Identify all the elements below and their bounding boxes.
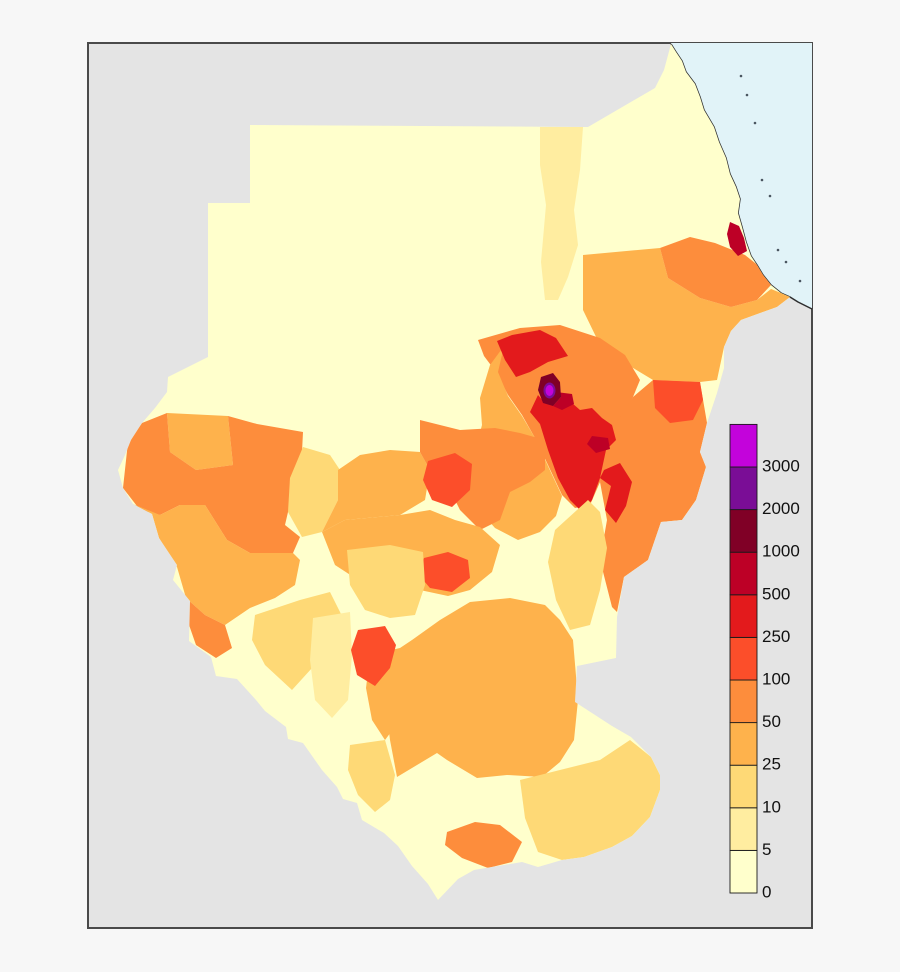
legend-swatch-c2 <box>729 764 758 809</box>
legend-label-5: 5 <box>762 840 771 859</box>
legend-swatch-c10 <box>729 423 758 468</box>
region-darfur-main-orange <box>123 413 307 553</box>
legend-swatch-c7 <box>729 551 758 596</box>
legend-label-50: 50 <box>762 712 781 731</box>
region-sw-red-orange-blob <box>351 626 396 686</box>
region-central-darfur-wedge <box>288 447 340 537</box>
region-kordofan-west-band <box>322 450 430 532</box>
region-far-south-yellow <box>348 740 395 812</box>
region-khartoum-se-dark-red <box>553 392 574 410</box>
region-khartoum-city-dot <box>545 385 554 396</box>
legend-swatch-c0 <box>729 849 758 894</box>
legend-label-2000: 2000 <box>762 499 800 518</box>
legend-label-1000: 1000 <box>762 542 800 561</box>
region-kassala-gedaref-strip <box>600 380 707 612</box>
region-wad-madani-dot <box>587 436 610 453</box>
region-gezira-red-region <box>530 395 616 512</box>
island-dot-2 <box>760 178 764 182</box>
legend-label-3000: 3000 <box>762 456 800 475</box>
district-regions <box>123 127 790 868</box>
legend-label-250: 250 <box>762 627 790 646</box>
region-south-bottom-blob <box>445 822 522 868</box>
region-south-kordofan-blob <box>418 552 470 592</box>
region-kassala-city-area <box>653 380 703 423</box>
island-dot-0 <box>745 93 749 97</box>
legend-label-500: 500 <box>762 584 790 603</box>
island-dot-3 <box>768 194 772 198</box>
region-coastal-hinterland <box>660 237 771 307</box>
legend-label-10: 10 <box>762 797 781 816</box>
legend-swatch-c8 <box>729 509 758 553</box>
region-port-sudan <box>727 222 747 256</box>
region-darfur-nw-strip <box>167 413 233 470</box>
region-el-obeid-blob <box>423 453 472 507</box>
legend-label-100: 100 <box>762 669 790 688</box>
region-pale-column-south <box>310 612 352 718</box>
legend-label-0: 0 <box>762 882 771 901</box>
legend-swatch-c1 <box>729 807 758 851</box>
legend-swatch-c6 <box>729 594 758 638</box>
red-sea-area <box>671 43 812 309</box>
region-south-central-orange <box>385 598 578 778</box>
region-gedaref-red-tongue <box>600 463 632 523</box>
island-dot-5 <box>784 260 788 264</box>
legend: 0 5 10 25 50 100 250 500 1000 2000 3000 <box>729 423 800 901</box>
region-nile-valley-strip <box>540 127 583 300</box>
region-north-kordofan-orange <box>420 420 545 530</box>
legend-swatch-c9 <box>729 466 758 511</box>
island-dot-1 <box>753 121 757 125</box>
island-dot-4 <box>776 248 780 252</box>
legend-swatch-c5 <box>729 636 758 681</box>
region-red-sea-south-band <box>583 248 790 382</box>
region-mid-yellow-patch <box>347 545 425 618</box>
region-sennar-band <box>548 500 607 630</box>
legend-swatch-c4 <box>729 679 758 724</box>
island-dot-6 <box>798 279 802 283</box>
region-se-blue-nile-yellow <box>520 740 660 860</box>
island-dot-7 <box>739 74 743 78</box>
region-south-darfur-tip <box>186 598 232 658</box>
region-south-darfur-band <box>133 504 300 625</box>
region-sw-yellow-patch <box>252 592 345 690</box>
region-khartoum-red-band <box>497 330 568 377</box>
legend-swatch-c3 <box>729 722 758 766</box>
legend-label-25: 25 <box>762 755 781 774</box>
